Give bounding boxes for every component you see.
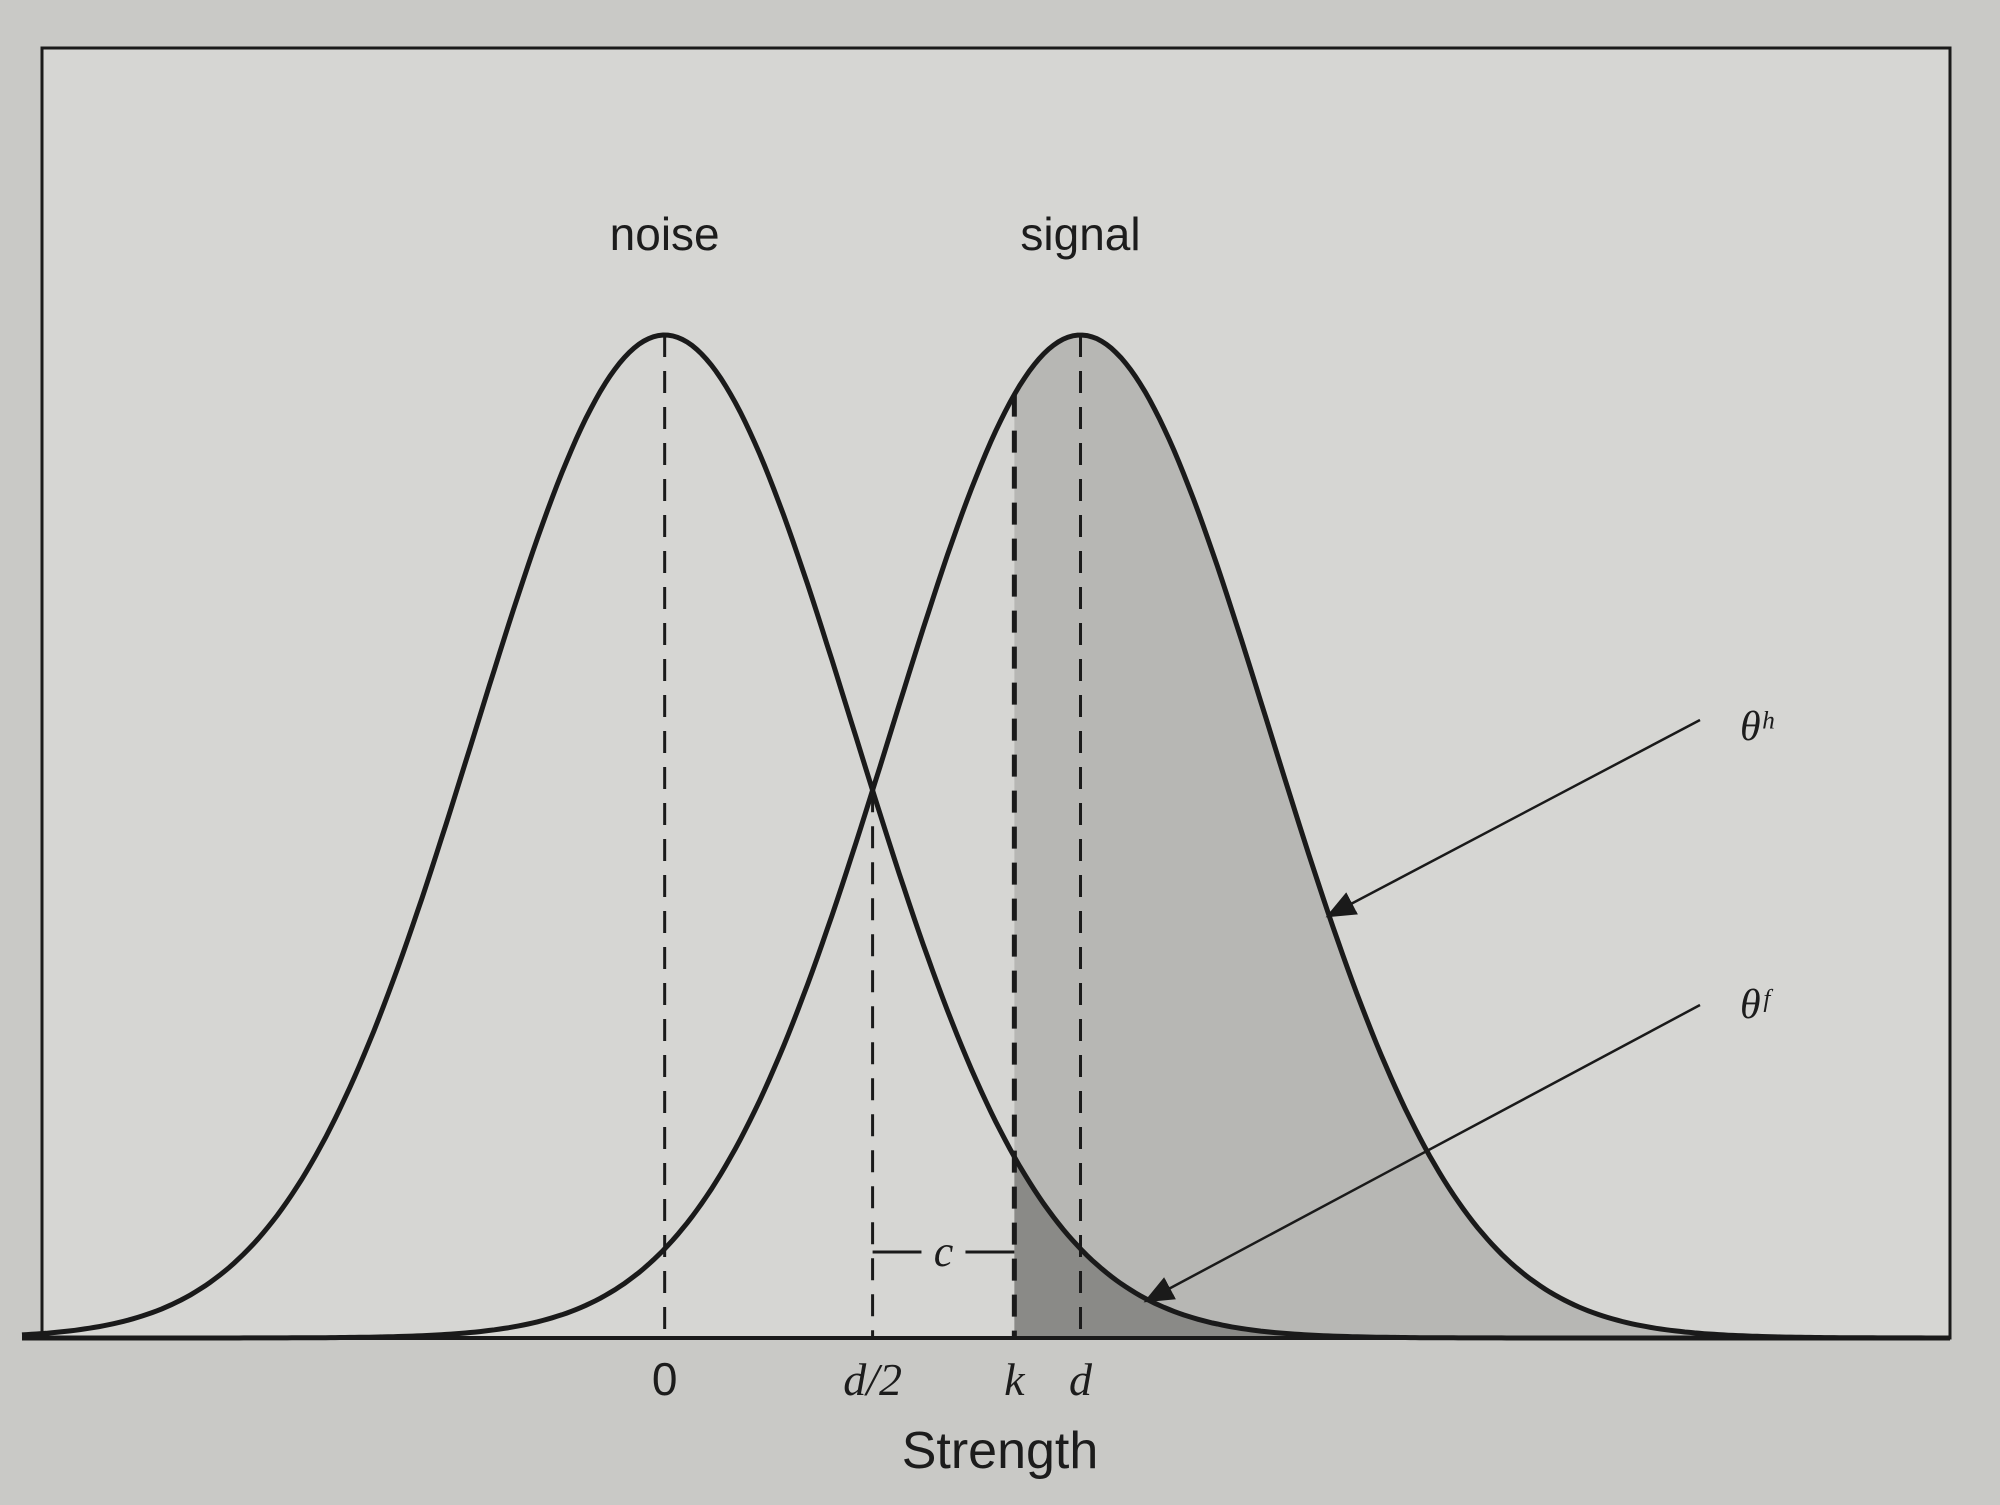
tick-label-zero: 0 <box>652 1353 678 1405</box>
x-axis-label: Strength <box>902 1422 1099 1480</box>
tick-label-d: d <box>1069 1354 1093 1405</box>
hit-label: θʰ <box>1740 704 1775 750</box>
hit-rate-area <box>1014 335 1950 1338</box>
criterion-c-label: c <box>934 1227 954 1276</box>
plot-frame <box>40 46 1952 1340</box>
tick-label-k: k <box>1004 1354 1026 1405</box>
false-alarm-area <box>1014 1156 1950 1338</box>
hit-arrow <box>1325 718 1701 918</box>
noise-label: noise <box>610 208 720 260</box>
signal-label: signal <box>1020 208 1140 260</box>
tick-label-half-d: d/2 <box>843 1354 902 1405</box>
false-alarm-arrow <box>1143 1003 1701 1303</box>
